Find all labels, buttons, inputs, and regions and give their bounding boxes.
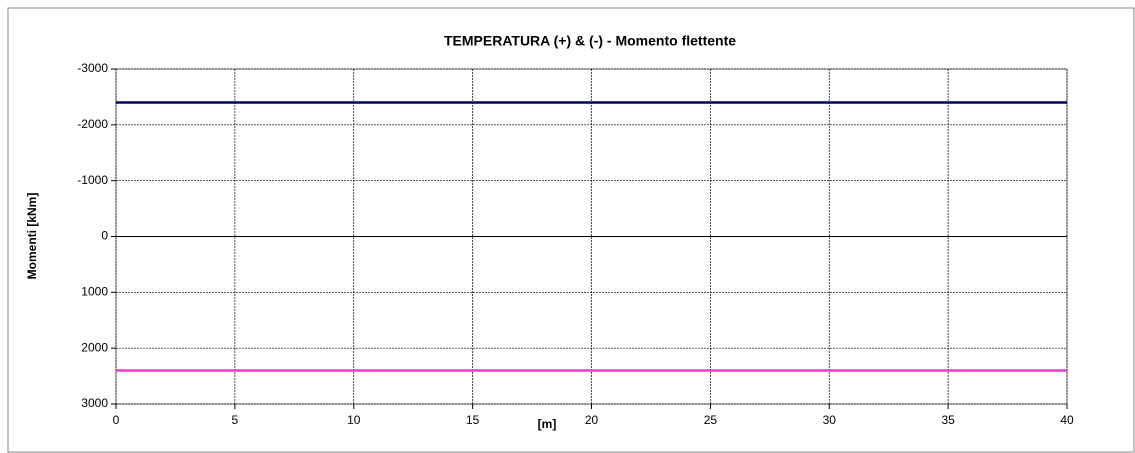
y-tick-label: 2000: [81, 340, 108, 354]
x-tick-label: 35: [941, 413, 955, 427]
x-tick-label: 15: [466, 413, 480, 427]
x-tick-label: 0: [113, 413, 120, 427]
chart-title: TEMPERATURA (+) & (-) - Momento flettent…: [444, 33, 736, 49]
x-axis-label: [m]: [538, 417, 557, 431]
y-tick-label: 1000: [81, 285, 108, 299]
y-tick-label: 0: [101, 229, 108, 243]
y-tick-label: -3000: [77, 61, 108, 75]
y-axis-label: Momenti [kNm]: [25, 193, 39, 280]
y-tick-label: -1000: [77, 173, 108, 187]
y-tick-label: -2000: [77, 117, 108, 131]
x-tick-label: 10: [347, 413, 361, 427]
x-tick-label: 20: [585, 413, 599, 427]
x-tick-label: 40: [1060, 413, 1074, 427]
x-tick-label: 30: [823, 413, 837, 427]
x-tick-label: 25: [704, 413, 718, 427]
x-tick-label: 5: [232, 413, 239, 427]
y-tick-label: 3000: [81, 396, 108, 410]
